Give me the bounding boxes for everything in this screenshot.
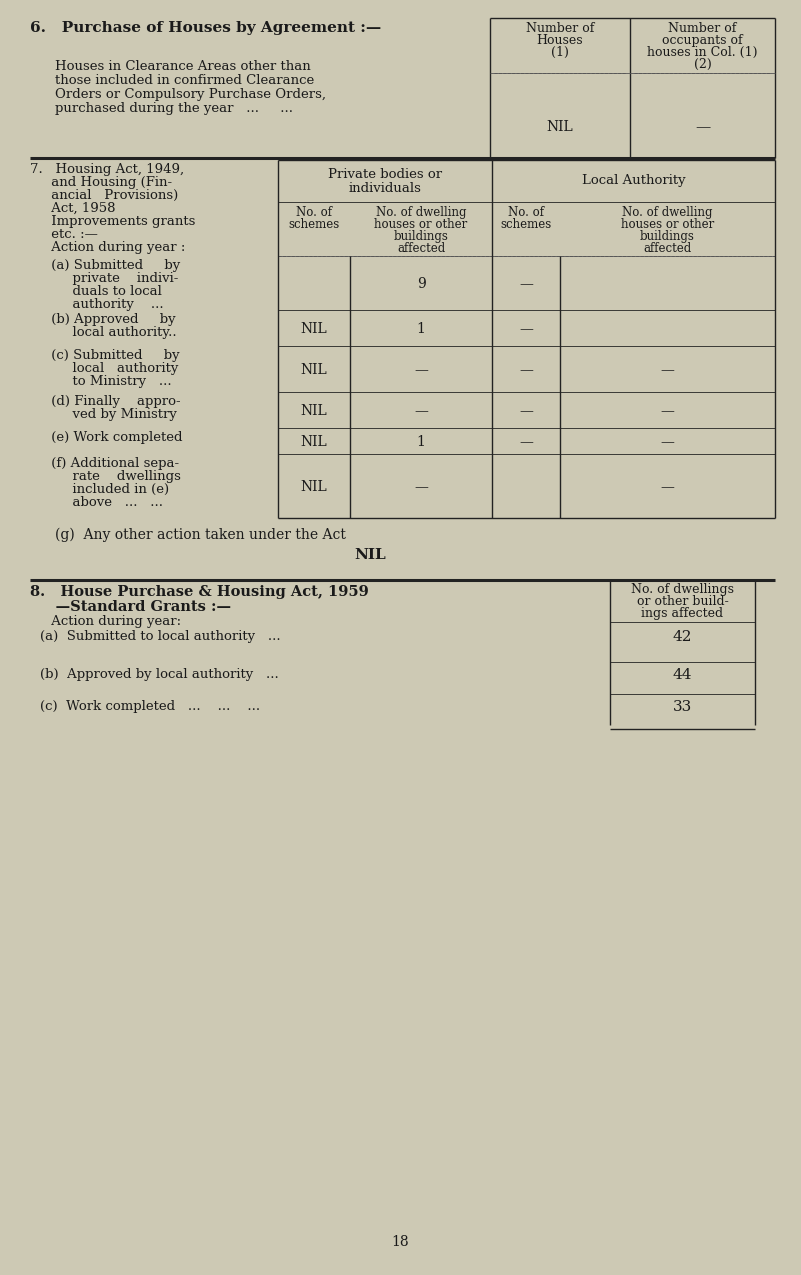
Text: Orders or Compulsory Purchase Orders,: Orders or Compulsory Purchase Orders, — [55, 88, 326, 101]
Text: Number of: Number of — [525, 22, 594, 34]
Text: (b)  Approved by local authority   ...: (b) Approved by local authority ... — [40, 668, 279, 681]
Text: —Standard Grants :—: —Standard Grants :— — [30, 601, 231, 615]
Text: purchased during the year   ...     ...: purchased during the year ... ... — [55, 102, 293, 115]
Text: and Housing (Fin-: and Housing (Fin- — [30, 176, 172, 189]
Text: Houses: Houses — [537, 34, 583, 47]
Text: private    indivi-: private indivi- — [30, 272, 179, 286]
Text: etc. :—: etc. :— — [30, 228, 98, 241]
Text: buildings: buildings — [393, 230, 449, 244]
Text: NIL: NIL — [546, 120, 574, 134]
Text: authority    ...: authority ... — [30, 298, 163, 311]
Text: (d) Finally    appro-: (d) Finally appro- — [30, 395, 180, 408]
Text: 8.   House Purchase & Housing Act, 1959: 8. House Purchase & Housing Act, 1959 — [30, 585, 368, 599]
Text: 42: 42 — [673, 630, 692, 644]
Text: No. of dwelling: No. of dwelling — [376, 207, 466, 219]
Text: local   authority: local authority — [30, 362, 179, 375]
Text: affected: affected — [643, 242, 691, 255]
Text: 18: 18 — [392, 1235, 409, 1250]
Text: —: — — [519, 277, 533, 291]
Text: local authority..: local authority.. — [30, 326, 177, 339]
Text: NIL: NIL — [300, 435, 328, 449]
Text: Local Authority: Local Authority — [582, 173, 686, 187]
Text: Action during year :: Action during year : — [30, 241, 185, 254]
Text: No. of dwelling: No. of dwelling — [622, 207, 713, 219]
Text: (f) Additional sepa-: (f) Additional sepa- — [30, 456, 179, 470]
Text: —: — — [519, 435, 533, 449]
Text: (b) Approved     by: (b) Approved by — [30, 312, 175, 326]
Text: houses or other: houses or other — [374, 218, 468, 231]
Text: included in (e): included in (e) — [30, 483, 169, 496]
Text: (c)  Work completed   ...    ...    ...: (c) Work completed ... ... ... — [40, 700, 260, 713]
Text: ancial   Provisions): ancial Provisions) — [30, 189, 179, 201]
Text: Number of: Number of — [668, 22, 737, 34]
Text: —: — — [661, 363, 674, 377]
Text: individuals: individuals — [348, 182, 421, 195]
Text: —: — — [414, 404, 428, 418]
Text: 44: 44 — [673, 668, 692, 682]
Text: 1: 1 — [417, 435, 425, 449]
Text: affected: affected — [396, 242, 445, 255]
Text: NIL: NIL — [300, 404, 328, 418]
Text: —: — — [661, 479, 674, 493]
Text: Houses in Clearance Areas other than: Houses in Clearance Areas other than — [55, 60, 311, 73]
Text: (1): (1) — [551, 46, 569, 59]
Text: (a)  Submitted to local authority   ...: (a) Submitted to local authority ... — [40, 630, 280, 643]
Text: those included in confirmed Clearance: those included in confirmed Clearance — [55, 74, 314, 87]
Text: to Ministry   ...: to Ministry ... — [30, 375, 171, 388]
Text: 6.   Purchase of Houses by Agreement :—: 6. Purchase of Houses by Agreement :— — [30, 20, 381, 34]
Text: Improvements grants: Improvements grants — [30, 215, 195, 228]
Text: —: — — [519, 363, 533, 377]
Text: Act, 1958: Act, 1958 — [30, 201, 115, 215]
Text: houses or other: houses or other — [621, 218, 714, 231]
Text: rate    dwellings: rate dwellings — [30, 470, 181, 483]
Text: 7.   Housing Act, 1949,: 7. Housing Act, 1949, — [30, 163, 184, 176]
Text: No. of: No. of — [296, 207, 332, 219]
Text: schemes: schemes — [501, 218, 552, 231]
Text: NIL: NIL — [300, 479, 328, 493]
Text: NIL: NIL — [300, 363, 328, 377]
Text: or other build-: or other build- — [637, 595, 728, 608]
Text: —: — — [661, 435, 674, 449]
Text: 9: 9 — [417, 277, 425, 291]
Text: —: — — [695, 120, 710, 134]
Text: occupants of: occupants of — [662, 34, 743, 47]
Text: (c) Submitted     by: (c) Submitted by — [30, 349, 179, 362]
Text: No. of: No. of — [508, 207, 544, 219]
Text: (g)  Any other action taken under the Act: (g) Any other action taken under the Act — [55, 528, 346, 542]
Text: (e) Work completed: (e) Work completed — [30, 431, 183, 444]
Text: ved by Ministry: ved by Ministry — [30, 408, 177, 421]
Text: houses in Col. (1): houses in Col. (1) — [647, 46, 758, 59]
Text: —: — — [519, 404, 533, 418]
Text: (2): (2) — [694, 57, 711, 71]
Text: above   ...   ...: above ... ... — [30, 496, 163, 509]
Text: —: — — [414, 363, 428, 377]
Text: NIL: NIL — [354, 548, 386, 562]
Text: schemes: schemes — [288, 218, 340, 231]
Text: —: — — [661, 404, 674, 418]
Text: Private bodies or: Private bodies or — [328, 168, 442, 181]
Text: duals to local: duals to local — [30, 286, 162, 298]
Text: buildings: buildings — [640, 230, 695, 244]
Text: No. of dwellings: No. of dwellings — [631, 583, 734, 595]
Text: (a) Submitted     by: (a) Submitted by — [30, 259, 180, 272]
Text: NIL: NIL — [300, 323, 328, 337]
Text: 1: 1 — [417, 323, 425, 337]
Text: —: — — [414, 479, 428, 493]
Text: 33: 33 — [673, 700, 692, 714]
Text: ings affected: ings affected — [642, 607, 723, 620]
Text: —: — — [519, 323, 533, 337]
Text: Action during year:: Action during year: — [30, 615, 181, 629]
